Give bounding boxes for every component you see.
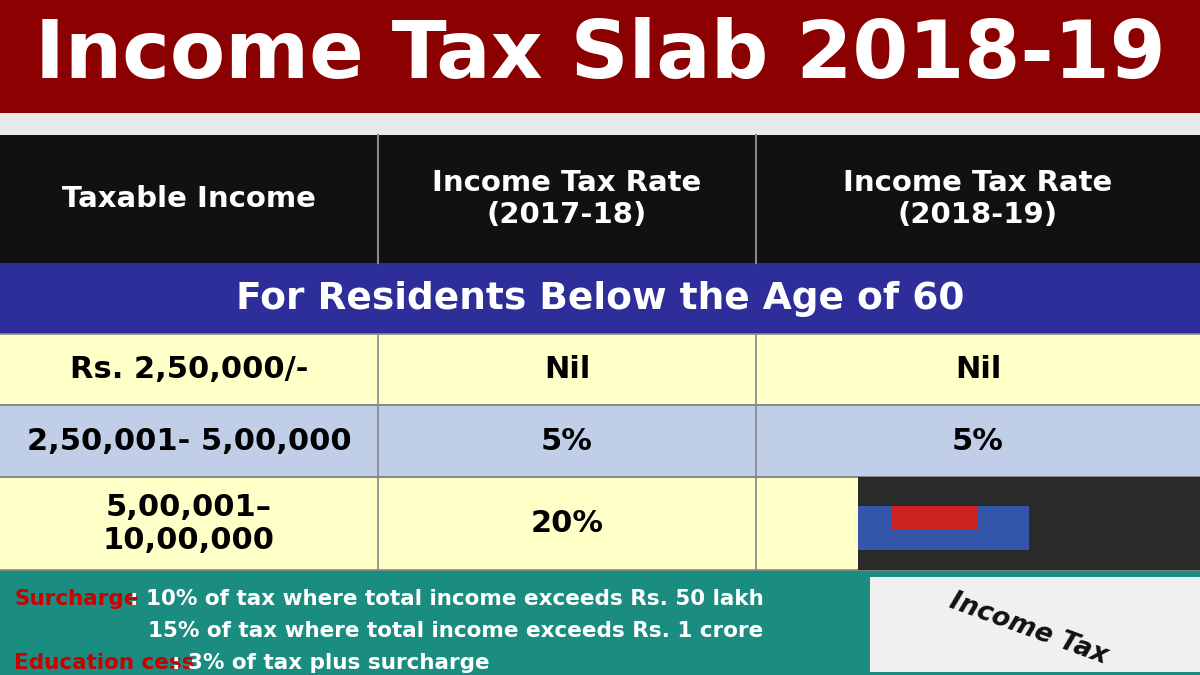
Text: 5%: 5%: [952, 427, 1004, 456]
Text: 2,50,001- 5,00,000: 2,50,001- 5,00,000: [26, 427, 352, 456]
Text: Surcharge: Surcharge: [14, 589, 139, 609]
Text: Nil: Nil: [955, 355, 1001, 384]
Text: : 3% of tax plus surcharge: : 3% of tax plus surcharge: [172, 653, 490, 673]
Bar: [0, 334, 1200, 405]
Text: 15% of tax where total income exceeds Rs. 1 crore: 15% of tax where total income exceeds Rs…: [149, 621, 763, 641]
Text: For Residents Below the Age of 60: For Residents Below the Age of 60: [236, 281, 964, 317]
Bar: [0, 135, 1200, 263]
Bar: [0, 570, 1200, 675]
Text: Nil: Nil: [544, 355, 590, 384]
Text: Income Tax Slab 2018-19: Income Tax Slab 2018-19: [35, 18, 1165, 95]
Bar: [858, 477, 1200, 570]
Bar: [858, 506, 1030, 550]
Text: Rs. 2,50,000/-: Rs. 2,50,000/-: [70, 355, 308, 384]
Bar: [892, 506, 978, 530]
Bar: [0, 477, 1200, 570]
Text: 20%: 20%: [942, 510, 1014, 538]
Bar: [0, 405, 1200, 477]
Text: Income Tax Rate
(2018-19): Income Tax Rate (2018-19): [844, 169, 1112, 230]
Bar: [0, 0, 1200, 113]
Bar: [870, 577, 1200, 672]
Bar: [0, 263, 1200, 334]
Text: 5%: 5%: [541, 427, 593, 456]
Text: : 10% of tax where total income exceeds Rs. 50 lakh: : 10% of tax where total income exceeds …: [130, 589, 763, 609]
Text: 5,00,001–
10,00,000: 5,00,001– 10,00,000: [103, 493, 275, 555]
Text: Income Tax Rate
(2017-18): Income Tax Rate (2017-18): [432, 169, 702, 230]
Text: Income Tax: Income Tax: [947, 589, 1111, 670]
Bar: [0, 113, 1200, 135]
Text: 20%: 20%: [530, 510, 604, 538]
Text: Taxable Income: Taxable Income: [62, 185, 316, 213]
Text: Education cess: Education cess: [14, 653, 196, 673]
